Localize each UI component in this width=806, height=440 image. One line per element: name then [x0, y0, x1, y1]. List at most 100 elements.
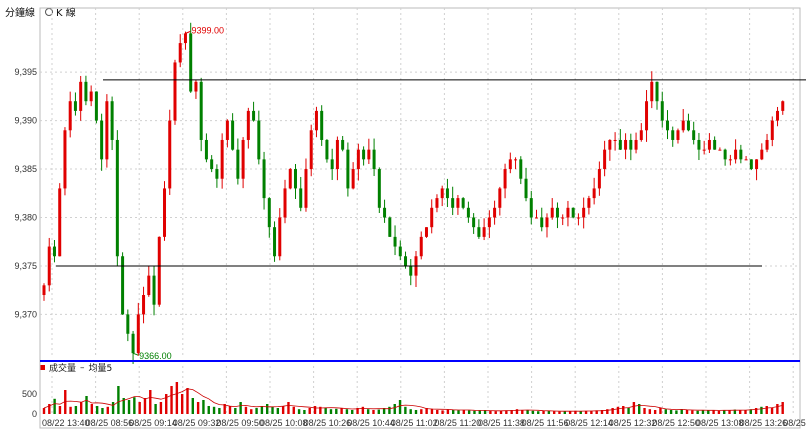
candle-body	[419, 236, 423, 257]
volume-bar	[675, 410, 678, 414]
candle-body	[566, 207, 570, 218]
volume-bar	[691, 410, 694, 414]
candle-body	[383, 207, 387, 218]
volume-bar	[372, 410, 375, 414]
candle-body	[755, 159, 759, 170]
volume-bar	[404, 406, 407, 414]
candle-body	[629, 139, 633, 150]
candle-body	[68, 101, 72, 131]
volume-bar	[669, 410, 673, 414]
plot-frame	[39, 7, 801, 429]
volume-bar	[606, 409, 609, 414]
candle-body	[73, 101, 77, 111]
volume-bar	[499, 410, 503, 414]
candle-body	[597, 169, 601, 189]
volume-tick-label: 500	[22, 389, 37, 399]
volume-bar	[42, 408, 46, 414]
candle-body	[330, 159, 334, 170]
candle-body	[314, 110, 318, 131]
candle-body	[283, 188, 287, 218]
time-tick-label: 08/25 11:20	[434, 418, 481, 428]
time-tick-label: 08/25 13:26	[740, 418, 788, 428]
candle-body	[273, 227, 277, 257]
candle-body	[613, 139, 617, 141]
volume-bar	[90, 404, 94, 414]
candle-body	[718, 149, 722, 151]
candle-body	[692, 130, 696, 140]
volume-bar	[441, 410, 444, 414]
volume-bar	[170, 386, 173, 414]
time-tick-label: 08/25 09:32	[173, 418, 221, 428]
time-tick-label: 08/25 09:14	[129, 418, 177, 428]
candle-body	[618, 139, 622, 150]
volume-bar	[595, 410, 598, 414]
volume-bar	[85, 396, 88, 414]
volume-bar	[579, 411, 582, 414]
candle-body	[665, 120, 669, 131]
volume-bar	[276, 408, 280, 414]
volume-bar	[101, 408, 104, 414]
volume-bar	[749, 409, 752, 414]
time-tick-label: 08/25 13	[783, 418, 806, 428]
volume-bar	[542, 411, 545, 414]
volume-bar	[436, 410, 439, 414]
time-tick-label: 08/25 10:44	[347, 418, 395, 428]
price-tick-label: 9,385	[14, 164, 37, 174]
candle-body	[697, 139, 701, 150]
volume-bar	[175, 382, 179, 414]
candle-body	[346, 149, 350, 189]
candle-body	[58, 188, 62, 257]
candle-body	[435, 198, 439, 208]
volume-bar	[664, 409, 667, 414]
candle-body	[744, 159, 748, 161]
price-tick-label: 9,395	[14, 67, 37, 77]
volume-bar	[685, 410, 689, 414]
candle-body	[555, 207, 559, 218]
volume-bar	[223, 404, 226, 414]
candle-body	[493, 207, 497, 218]
time-tick-label: 08/25 11:56	[522, 418, 569, 428]
candle-body	[341, 139, 345, 150]
candle-body	[388, 217, 392, 237]
volume-bar	[659, 408, 662, 414]
candle-body	[508, 159, 512, 170]
tab-minute-label: 分鐘線	[5, 8, 35, 19]
volume-bar	[616, 406, 620, 414]
price-tick-label: 9,380	[14, 212, 37, 222]
tab-minute-chart[interactable]: 分鐘線	[5, 4, 35, 19]
candle-body	[686, 120, 690, 131]
volume-bar	[420, 409, 423, 414]
candle-body	[63, 130, 67, 189]
volume-legend-label: 成交量	[49, 364, 77, 374]
volume-bar	[250, 409, 253, 414]
volume-bar	[478, 410, 481, 414]
volume-bar	[430, 408, 434, 414]
candle-body	[681, 120, 685, 131]
volume-bar	[122, 398, 125, 414]
volume-bar	[133, 397, 136, 414]
volume-bar	[622, 406, 625, 414]
volume-bar	[234, 408, 237, 414]
annotation-leader	[132, 352, 139, 356]
candle-body	[393, 236, 397, 247]
candle-body	[592, 188, 596, 199]
volume-bar	[754, 408, 758, 414]
candle-body	[126, 314, 130, 334]
volume-bar	[308, 408, 311, 414]
candle-body	[634, 139, 638, 150]
candle-body	[110, 101, 114, 140]
candle-body	[472, 217, 476, 228]
annotation-leader	[185, 30, 191, 34]
volume-legend-sep: –	[80, 362, 85, 373]
volume-bar	[521, 410, 524, 414]
candle-body	[142, 295, 146, 315]
candle-body	[603, 149, 607, 170]
candle-body	[404, 256, 408, 266]
candle-body	[100, 120, 104, 160]
volume-bar	[53, 398, 56, 414]
candle-body	[335, 139, 339, 170]
price-tick-label: 9,370	[14, 309, 37, 319]
volume-bar	[393, 404, 396, 414]
volume-bar	[776, 404, 779, 414]
candle-body	[514, 159, 518, 161]
